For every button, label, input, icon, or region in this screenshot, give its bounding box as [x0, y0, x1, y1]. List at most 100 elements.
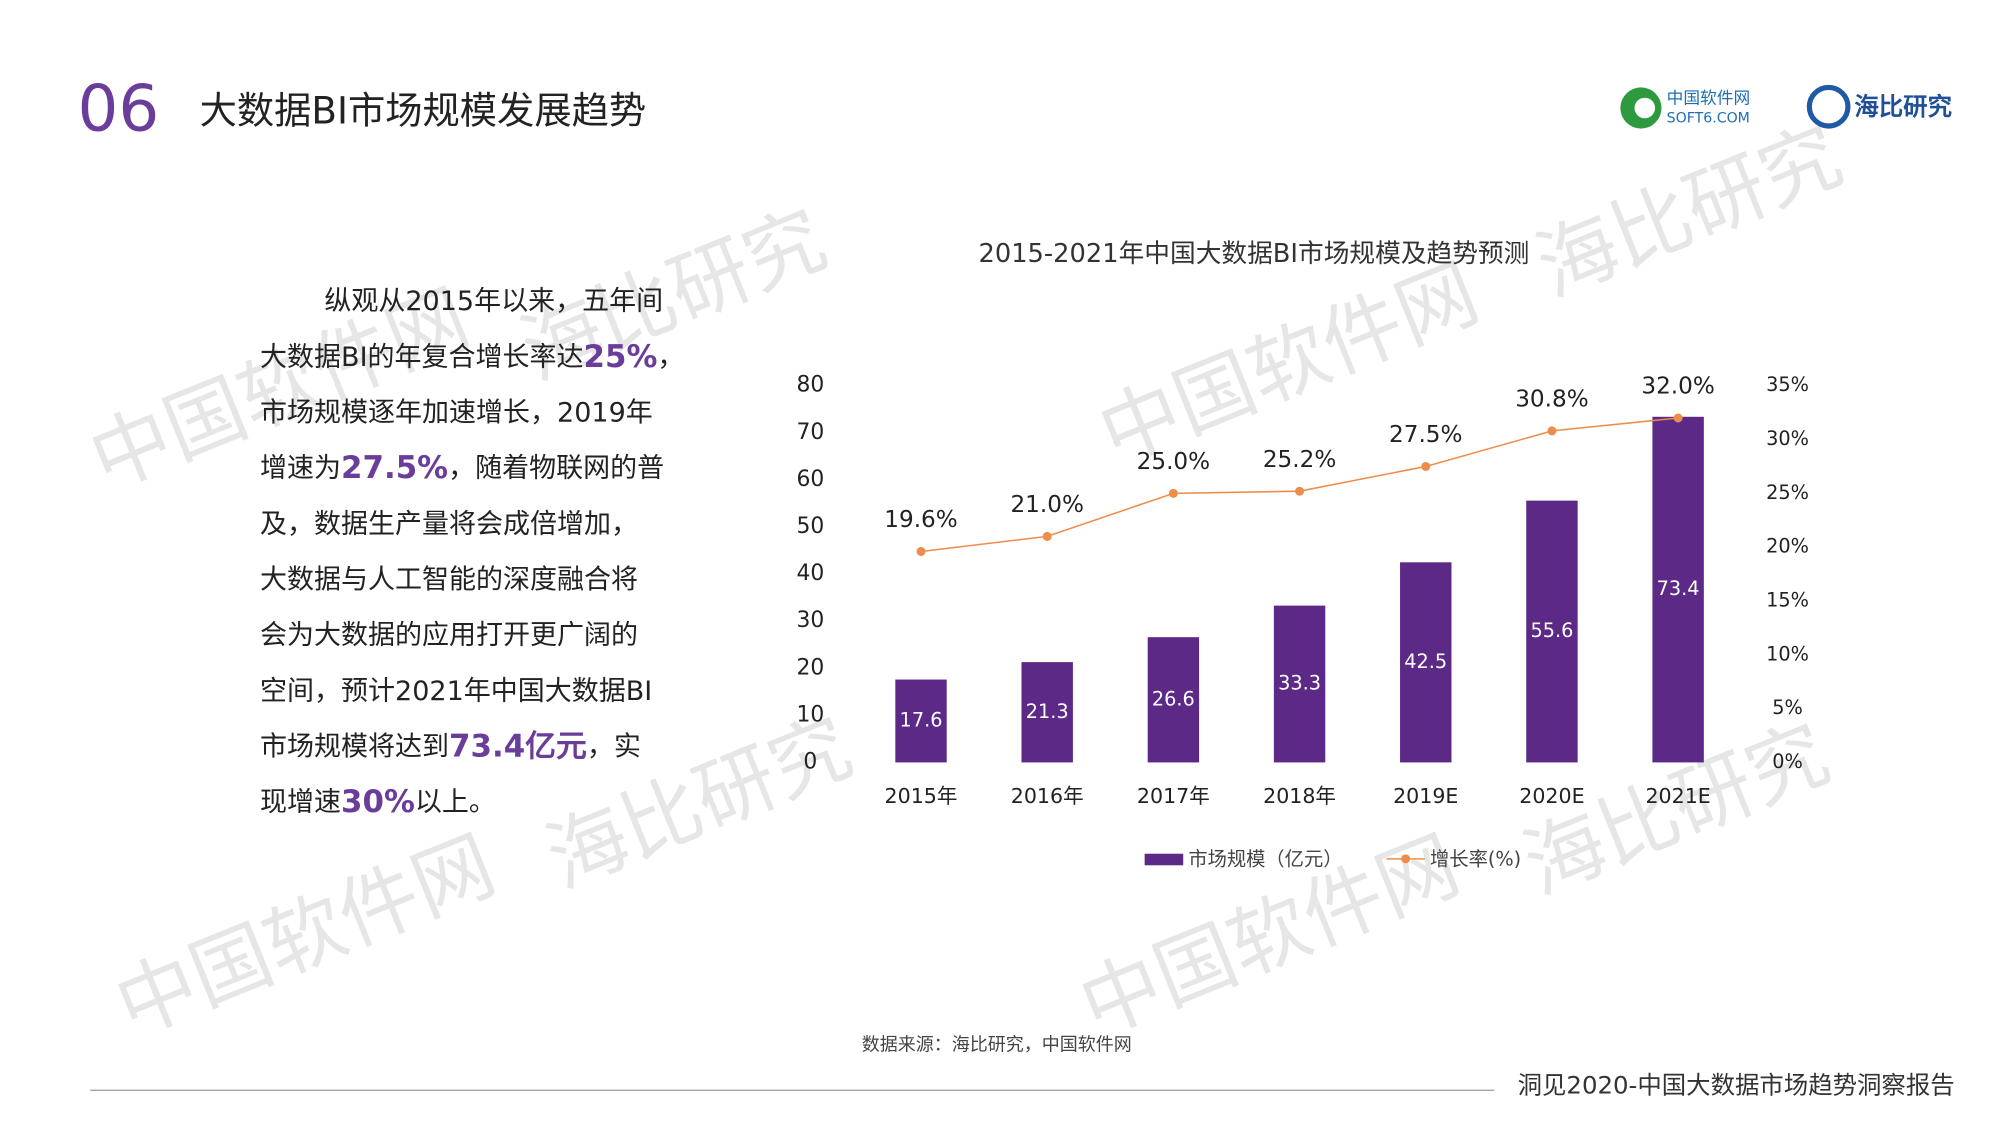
text-run: 以上。: [415, 787, 496, 818]
line-label: 19.6%: [884, 507, 957, 533]
paragraph-line: 大数据与人工智能的深度融合将: [260, 564, 638, 595]
footer: 洞见2020-中国大数据市场趋势洞察报告: [1518, 1070, 1955, 1099]
source: 数据来源：海比研究，中国软件网: [862, 1034, 1132, 1055]
paragraph-line: 增速为27.5%，随着物联网的普: [260, 450, 664, 486]
line-label: 25.0%: [1137, 449, 1210, 475]
text-run: 大数据与人工智能的深度融合将: [260, 564, 638, 595]
bar-label: 26.6: [1152, 687, 1195, 710]
text-run: 大数据BI的年复合增长率达: [260, 341, 584, 372]
bar: [1273, 605, 1326, 763]
emphasis: 30%: [341, 784, 415, 820]
legend-label: 市场规模（亿元）: [1188, 848, 1342, 871]
text-run: 会为大数据的应用打开更广阔的: [260, 620, 638, 651]
bar-label: 42.5: [1404, 650, 1447, 673]
line-label: 25.2%: [1263, 447, 1336, 473]
x-tick-label: 2016年: [1011, 784, 1084, 808]
paragraph-line: 市场规模将达到73.4亿元，实: [260, 728, 641, 764]
line-point: [1421, 461, 1431, 471]
emphasis: 73.4亿元: [449, 728, 587, 764]
logo-text: 中国软件网: [1667, 88, 1751, 108]
paragraph-line: 空间，预计2021年中国大数据BI: [260, 675, 652, 706]
text-run: 纵观从2015年以来，五年间: [324, 286, 663, 317]
y-tick-label: 40: [796, 561, 824, 586]
x-tick-label: 2021E: [1645, 784, 1710, 808]
y-tick-label: 20: [796, 655, 824, 680]
line-point: [916, 546, 926, 556]
paragraph-line: 纵观从2015年以来，五年间: [324, 286, 663, 317]
legend-label: 增长率(%): [1430, 848, 1521, 871]
y-tick-label: 50: [796, 514, 824, 539]
line-label: 27.5%: [1389, 422, 1462, 448]
logo-text: 海比研究: [1854, 92, 1952, 121]
paragraph-line: 大数据BI的年复合增长率达25%，: [260, 338, 684, 374]
y2-tick-label: 0%: [1772, 750, 1803, 773]
bar-label: 73.4: [1657, 577, 1700, 600]
line-point: [1673, 413, 1683, 423]
bar: [1652, 416, 1704, 763]
paragraph-line: 及，数据生产量将会成倍增加，: [260, 508, 638, 539]
text-run: 空间，预计2021年中国大数据BI: [260, 675, 652, 706]
chart-title: 2015-2021年中国大数据BI市场规模及趋势预测: [978, 239, 1529, 269]
text-run: ，随着物联网的普: [448, 453, 664, 484]
line-label: 21.0%: [1010, 492, 1083, 518]
line-point: [1168, 488, 1178, 498]
line-label: 30.8%: [1515, 387, 1588, 413]
text-run: 增速为: [260, 453, 341, 484]
bar-label: 55.6: [1530, 619, 1573, 642]
logo-text: SOFT6.COM: [1667, 110, 1750, 126]
bar: [895, 679, 947, 763]
x-tick-label: 2018年: [1263, 784, 1336, 808]
y2-tick-label: 30%: [1766, 427, 1809, 450]
y2-tick-label: 15%: [1766, 588, 1809, 611]
y-tick-label: 80: [796, 373, 824, 398]
x-tick-label: 2020E: [1519, 784, 1584, 808]
bar-label: 33.3: [1278, 672, 1321, 695]
logo-soft6: 中国软件网 SOFT6.COM: [1620, 87, 1751, 129]
y2-tick-label: 25%: [1766, 481, 1809, 504]
y2-tick-label: 35%: [1766, 373, 1809, 396]
text-run: 现增速: [260, 787, 341, 818]
y-tick-label: 60: [796, 467, 824, 492]
y-tick-label: 0: [803, 749, 817, 774]
logo-icon: [1634, 97, 1656, 119]
line-label: 32.0%: [1641, 374, 1714, 400]
y2-tick-label: 20%: [1766, 535, 1809, 558]
text-run: ，实: [587, 731, 641, 762]
paragraph: 纵观从2015年以来，五年间大数据BI的年复合增长率达25%，市场规模逐年加速增…: [260, 286, 684, 820]
bar: [1021, 662, 1073, 763]
section-number: 06: [77, 72, 159, 147]
logo-icon: [1806, 84, 1851, 129]
x-tick-label: 2017年: [1137, 784, 1210, 808]
legend-swatch: [1144, 853, 1184, 866]
text-run: 市场规模将达到: [260, 731, 449, 762]
legend-swatch: [1401, 854, 1411, 864]
slide-title: 大数据BI市场规模发展趋势: [200, 89, 646, 133]
y2-tick-label: 10%: [1766, 642, 1809, 665]
bar-label: 17.6: [900, 708, 943, 731]
paragraph-line: 市场规模逐年加速增长，2019年: [260, 397, 653, 428]
line-point: [1042, 531, 1052, 541]
text-run: 及，数据生产量将会成倍增加，: [260, 508, 638, 539]
bar: [1526, 500, 1578, 763]
emphasis: 25%: [584, 338, 658, 374]
y-tick-label: 10: [796, 702, 824, 727]
paragraph-line: 现增速30%以上。: [260, 784, 496, 820]
x-tick-label: 2015年: [885, 784, 958, 808]
bar-label: 21.3: [1026, 700, 1069, 723]
chart: 0 10 20 30 40 50 60 70 80 0% 5% 10% 15% 20% 25% 30% 35% 2…: [796, 373, 1808, 871]
emphasis: 27.5%: [341, 450, 448, 486]
x-tick-label: 2019E: [1393, 784, 1458, 808]
paragraph-line: 会为大数据的应用打开更广阔的: [260, 620, 638, 651]
line-point: [1547, 426, 1557, 436]
logo-haibi: 海比研究: [1806, 84, 1952, 129]
line-point: [1295, 486, 1305, 496]
y-tick-label: 30: [796, 608, 824, 633]
text-run: ，: [657, 341, 684, 372]
text-run: 市场规模逐年加速增长，2019年: [260, 397, 653, 428]
y2-tick-label: 5%: [1772, 696, 1803, 719]
watermark: 中国软件网: [103, 818, 507, 1054]
watermark: 海比研究: [1524, 109, 1854, 315]
y-tick-label: 70: [796, 420, 824, 445]
